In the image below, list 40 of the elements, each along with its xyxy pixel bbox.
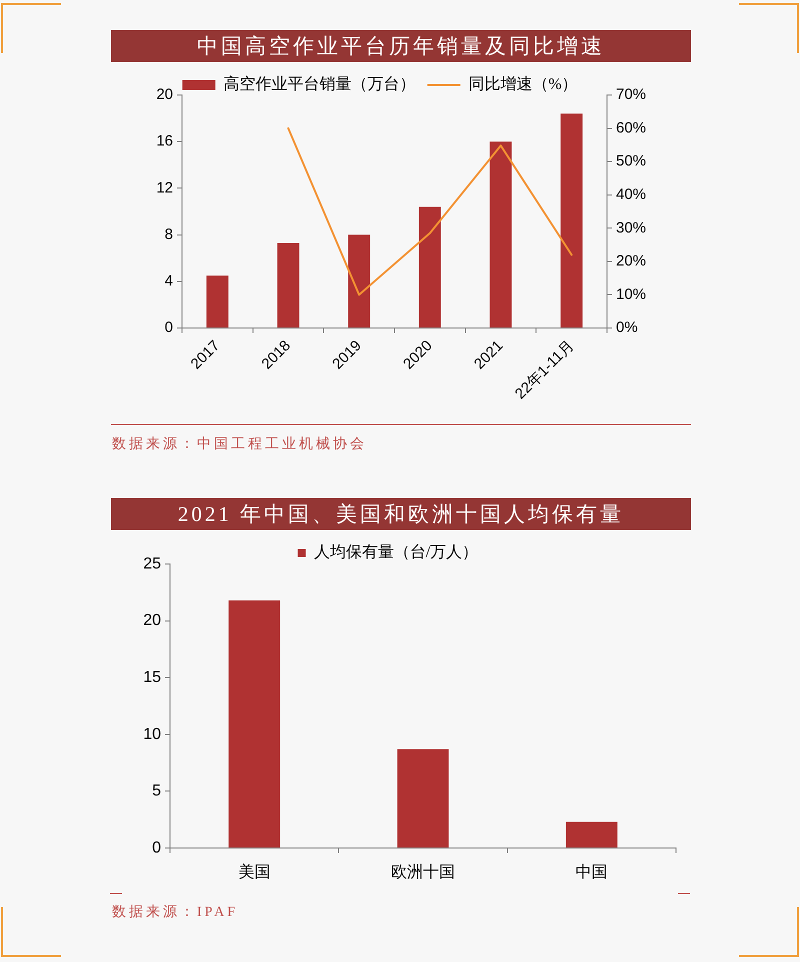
bar xyxy=(490,142,512,328)
y-tick-label: 8 xyxy=(164,226,173,243)
bar xyxy=(228,600,280,848)
bar xyxy=(418,206,441,328)
y2-tick-label: 70% xyxy=(616,86,646,104)
y2-tick-label: 20% xyxy=(616,252,646,270)
bar xyxy=(277,242,300,328)
y-tick-label: 0 xyxy=(152,839,162,856)
x-tick-label: 中国 xyxy=(576,862,608,881)
y-tick-label: 16 xyxy=(156,132,173,150)
chart-title: 2021 年中国、美国和欧洲十国人均保有量 xyxy=(111,498,691,530)
chart-title: 中国高空作业平台历年销量及同比增速 xyxy=(111,30,691,62)
y2-tick-label: 0% xyxy=(616,319,638,336)
y-tick-label: 12 xyxy=(156,179,173,196)
bar xyxy=(560,114,583,328)
legend-label: 人均保有量（台/万人） xyxy=(314,543,478,562)
y2-tick-label: 30% xyxy=(616,219,646,236)
y-tick-label: 25 xyxy=(143,555,162,572)
y-tick-label: 10 xyxy=(143,726,162,743)
bar xyxy=(206,276,228,328)
y-tick-label: 20 xyxy=(156,86,173,104)
source-note: 数据来源：IPAF xyxy=(112,904,238,921)
y-tick-label: 5 xyxy=(152,782,162,800)
x-tick-label: 欧洲十国 xyxy=(391,862,455,881)
source-note: 数据来源：中国工程工业机械协会 xyxy=(112,436,367,453)
legend-label: 高空作业平台销量（万台） xyxy=(223,75,416,94)
y-tick-label: 0 xyxy=(164,319,173,336)
y2-tick-label: 50% xyxy=(616,152,646,170)
bar xyxy=(397,749,449,848)
legend-label: 同比增速（%） xyxy=(468,75,578,94)
y2-tick-label: 40% xyxy=(616,186,646,203)
x-tick-label: 美国 xyxy=(238,862,270,881)
y2-tick-label: 10% xyxy=(616,286,646,303)
bar xyxy=(566,822,618,848)
y2-tick-label: 60% xyxy=(616,119,646,136)
y-tick-label: 4 xyxy=(164,272,173,290)
bar xyxy=(348,234,370,328)
x-tick-label: 22年1-11月 xyxy=(512,337,578,403)
y-tick-label: 15 xyxy=(143,669,162,686)
y-tick-label: 20 xyxy=(143,612,162,630)
